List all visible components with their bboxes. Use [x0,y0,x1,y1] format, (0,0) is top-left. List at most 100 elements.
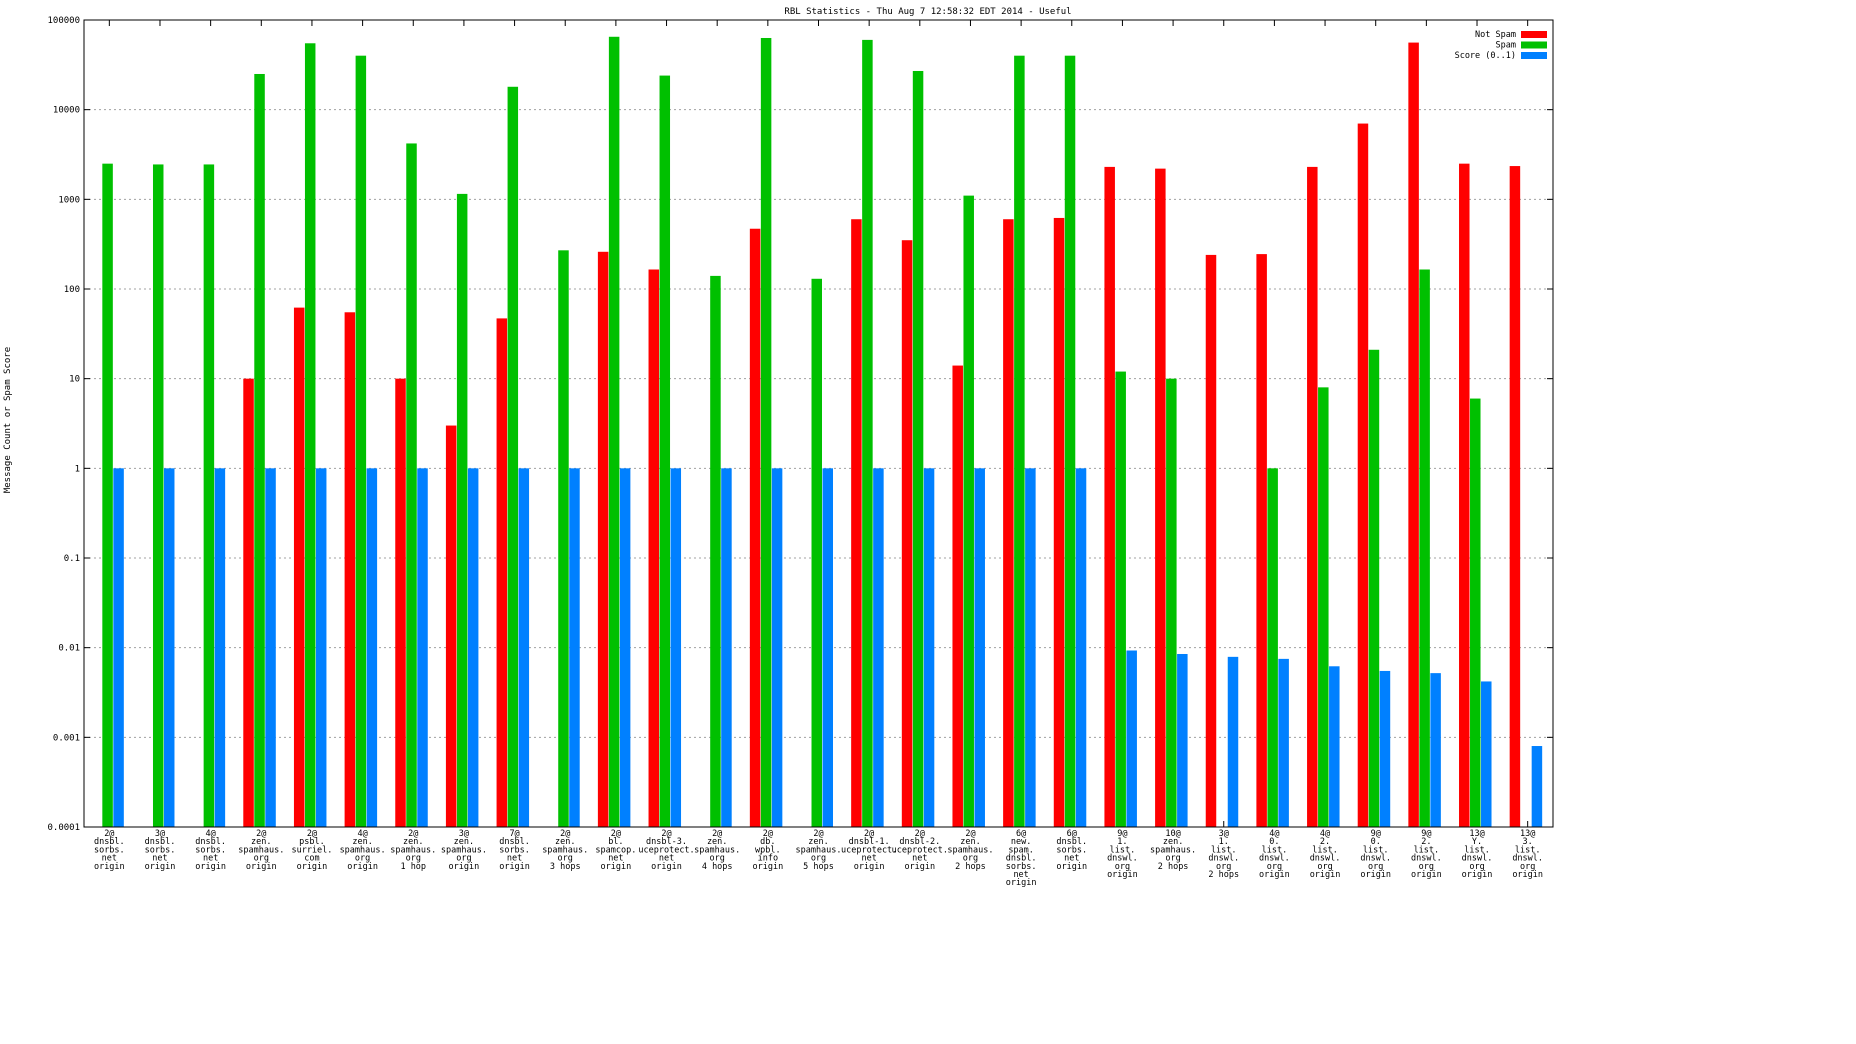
bar-score-0-1--25 [1379,670,1391,827]
x-tick-label-0-line-0: 2@ [104,829,114,839]
bar-not-spam-18 [1003,219,1014,827]
x-tick-label-18-line-1: new. [1011,837,1031,847]
bar-not-spam-23 [1256,254,1267,828]
x-tick-label-1-line-2: sorbs. [145,845,176,855]
bar-not-spam-15 [851,219,862,827]
x-tick-label-15-line-3: net [861,854,876,864]
x-tick-label-3-line-3: org [254,854,269,864]
x-tick-label-17-line-4: 2 hops [955,862,986,872]
x-tick-label-24-line-1: 2. [1320,837,1330,847]
bar-score-0-1--18 [1025,468,1036,827]
x-tick-label-22-line-0: 3@ [1219,829,1229,839]
bar-score-0-1--6 [417,468,428,827]
x-tick-label-23-line-3: dnswl. [1259,854,1290,864]
bar-score-0-1--7 [467,468,479,827]
bar-score-0-1--8 [518,468,530,827]
x-tick-label-17-line-2: spamhaus. [947,845,993,855]
bar-spam-10 [608,36,620,827]
x-tick-label-10-line-1: bl. [608,837,623,847]
bar-score-0-1--20 [1126,650,1137,827]
bar-score-0-1--9 [569,468,580,827]
x-tick-label-11-line-2: uceprotect. [638,845,694,855]
x-tick-label-10-line-3: net [608,854,623,864]
bar-not-spam-22 [1205,254,1217,828]
x-tick-label-12-line-0: 2@ [712,829,722,839]
x-tick-label-2-line-1: dnsbl. [195,837,226,847]
bar-not-spam-19 [1053,217,1065,828]
legend-swatch-1 [1521,41,1547,49]
x-tick-label-4-line-4: origin [297,862,328,872]
y-tick-label-7: 1000 [58,195,80,205]
bar-not-spam-5 [344,312,356,827]
bar-spam-20 [1115,371,1126,827]
x-tick-label-25-line-2: list. [1363,845,1389,855]
y-axis-label: Message Count or Spam Score [3,347,13,493]
x-tick-label-6-line-4: 1 hop [400,862,426,872]
bar-spam-9 [558,250,569,827]
x-tick-label-8-line-0: 7@ [509,829,519,839]
x-tick-label-2-line-3: net [203,854,218,864]
x-tick-label-19-line-2: sorbs. [1056,845,1087,855]
x-tick-label-20-line-4: org [1115,862,1130,872]
bar-spam-4 [304,43,316,827]
bar-score-0-1--0 [113,468,124,827]
bar-spam-14 [811,278,822,827]
x-tick-label-18-line-3: dnsbl. [1006,854,1037,864]
x-tick-label-7-line-1: zen. [454,837,474,847]
x-tick-label-15-line-4: origin [854,862,885,872]
x-tick-label-5-line-1: zen. [352,837,372,847]
x-tick-label-28-line-4: org [1520,862,1535,872]
legend-swatch-0 [1521,31,1547,38]
bar-spam-17 [963,195,974,827]
x-tick-label-20-line-1: 1. [1117,837,1127,847]
y-tick-label-9: 100000 [47,16,80,26]
x-tick-label-10-line-0: 2@ [611,829,621,839]
x-tick-label-26-line-1: 2. [1421,837,1431,847]
bar-score-0-1--24 [1329,666,1340,827]
bar-score-0-1--10 [619,468,631,827]
x-tick-label-11-line-1: dnsbl-3. [646,837,687,847]
bar-not-spam-10 [597,251,609,828]
x-tick-label-4-line-3: com [304,854,319,864]
bar-spam-3 [254,73,265,827]
bar-spam-2 [203,164,215,827]
legend-swatch-2 [1521,52,1547,59]
x-tick-label-0-line-1: dnsbl. [94,837,125,847]
x-tick-label-25-line-0: 9@ [1371,829,1381,839]
bar-spam-7 [456,193,468,828]
bar-score-0-1--12 [721,468,732,827]
x-tick-label-10-line-4: origin [601,862,632,872]
x-tick-label-28-line-3: dnswl. [1512,854,1543,864]
bar-spam-8 [507,86,519,828]
x-tick-label-2-line-0: 4@ [206,829,216,839]
bar-not-spam-25 [1357,123,1369,827]
bar-not-spam-24 [1307,166,1318,827]
x-tick-label-9-line-2: spamhaus. [542,845,588,855]
x-tick-label-3-line-1: zen. [251,837,271,847]
bar-not-spam-17 [952,365,963,827]
x-tick-label-18-line-0: 6@ [1016,829,1026,839]
x-tick-label-5-line-3: org [355,854,370,864]
bar-not-spam-3 [243,378,254,827]
bar-spam-25 [1368,349,1380,827]
x-tick-label-19-line-4: origin [1056,862,1087,872]
x-tick-label-27-line-1: Y. [1472,837,1482,847]
bar-score-0-1--17 [974,468,985,827]
x-tick-label-25-line-1: 0. [1371,837,1381,847]
x-tick-label-23-line-2: list. [1262,845,1288,855]
y-tick-labels: 0.0001 0.001 0.01 0.1 1 10 100 1000 10000 100000 [47,16,80,833]
x-tick-label-14-line-1: zen. [808,837,828,847]
x-tick-label-18-line-5: net [1013,870,1028,880]
x-tick-label-23-line-1: 0. [1269,837,1279,847]
